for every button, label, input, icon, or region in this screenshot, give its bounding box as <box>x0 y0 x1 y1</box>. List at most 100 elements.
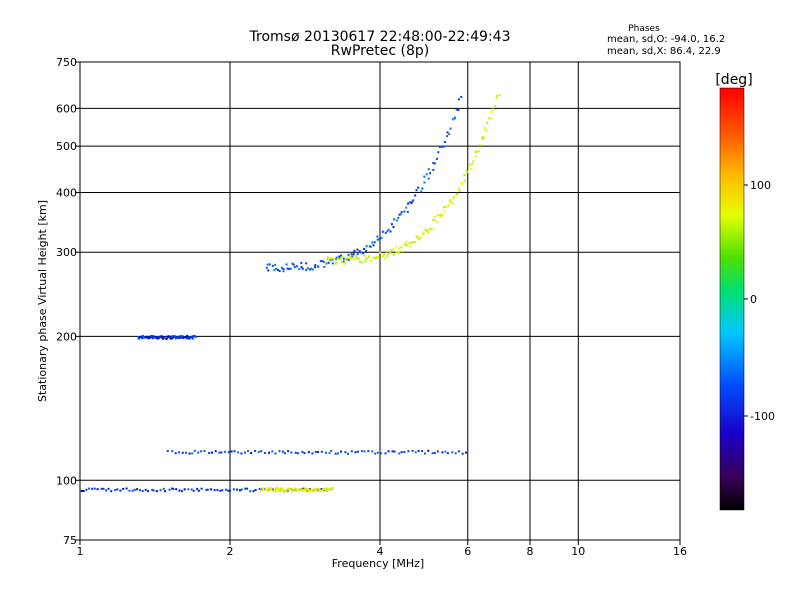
echo-point <box>432 169 435 171</box>
echo-point <box>330 257 333 260</box>
echo-point <box>474 155 477 158</box>
echo-point <box>411 449 414 452</box>
echo-point <box>337 452 340 455</box>
echo-point <box>301 450 304 453</box>
echo-point <box>326 489 328 492</box>
echo-point <box>469 163 472 166</box>
echo-point <box>311 268 314 271</box>
echo-point <box>200 450 203 453</box>
echo-point <box>376 235 379 238</box>
echo-point <box>362 252 365 255</box>
echo-point <box>389 251 392 254</box>
echo-point <box>227 489 230 492</box>
echo-point <box>356 450 359 453</box>
y-tick-label: 75 <box>63 534 77 547</box>
echo-point <box>264 452 266 454</box>
echo-point <box>268 451 271 454</box>
echo-point <box>314 266 317 269</box>
echo-point <box>192 489 195 492</box>
echo-point <box>372 244 375 247</box>
echo-point <box>414 451 417 454</box>
echo-point <box>295 489 298 492</box>
echo-point <box>337 257 340 260</box>
echo-point <box>284 489 287 492</box>
echo-point <box>232 488 235 491</box>
echo-point <box>225 488 227 491</box>
echo-point <box>249 490 252 493</box>
echo-point <box>478 150 480 152</box>
echo-point <box>443 141 446 143</box>
echo-point <box>486 122 489 124</box>
echo-point <box>80 490 83 492</box>
echo-point <box>210 488 213 491</box>
echo-point <box>152 489 155 492</box>
echo-point <box>340 450 342 453</box>
echo-point <box>303 489 306 491</box>
echo-point <box>262 488 265 491</box>
echo-point <box>434 216 437 219</box>
stats-line-x: mean, sd,X: 86.4, 22.9 <box>607 46 721 57</box>
echo-point <box>490 110 493 113</box>
echo-point <box>347 259 350 261</box>
echo-point <box>278 488 281 491</box>
echo-point <box>338 257 341 260</box>
echo-point <box>364 260 367 263</box>
echo-point <box>436 157 438 160</box>
echo-point <box>344 451 347 454</box>
y-tick-label: 400 <box>56 186 77 199</box>
echo-point <box>274 490 277 493</box>
echo-point <box>403 210 406 213</box>
echo-point <box>453 195 456 198</box>
echo-point <box>347 253 350 256</box>
echo-point <box>458 187 461 190</box>
echo-point <box>417 450 420 452</box>
echo-point <box>457 450 460 453</box>
echo-point <box>412 199 415 202</box>
echo-point <box>356 253 359 255</box>
echo-point <box>191 337 194 340</box>
echo-point <box>347 452 349 455</box>
echo-point <box>449 199 451 202</box>
echo-point <box>283 452 286 455</box>
echo-point <box>277 268 279 271</box>
echo-point <box>194 335 197 338</box>
echo-point <box>93 487 96 490</box>
echo-point <box>293 266 296 269</box>
echo-point <box>110 490 113 493</box>
echo-point <box>401 250 404 253</box>
x-tick-label: 4 <box>377 545 384 558</box>
echo-point <box>363 254 366 257</box>
echo-point <box>439 215 442 218</box>
echo-point <box>478 144 481 146</box>
echo-point <box>294 451 297 454</box>
echo-point <box>464 451 467 454</box>
echo-point <box>392 226 395 228</box>
echo-point <box>160 335 163 338</box>
echo-point <box>390 249 393 252</box>
echo-point <box>433 452 436 454</box>
echo-point <box>328 260 331 263</box>
echo-point <box>272 488 274 491</box>
echo-point <box>421 450 424 452</box>
y-tick-label: 500 <box>56 140 77 153</box>
echo-point <box>179 336 182 339</box>
echo-point <box>398 247 401 250</box>
echo-point <box>436 450 439 453</box>
echo-point <box>417 186 420 189</box>
echo-point <box>422 232 425 235</box>
echo-point <box>406 244 409 247</box>
echo-point <box>379 251 381 254</box>
echo-point <box>404 244 407 247</box>
echo-point <box>266 488 269 491</box>
echo-point <box>420 236 422 239</box>
echo-point <box>300 262 303 264</box>
echo-point <box>143 336 145 339</box>
echo-point <box>403 451 406 453</box>
echo-point <box>191 335 194 338</box>
echo-point <box>427 231 430 234</box>
echo-point <box>240 488 243 491</box>
echo-point <box>273 269 276 272</box>
echo-point <box>303 452 306 455</box>
echo-point <box>289 267 292 270</box>
echo-point <box>159 335 162 338</box>
